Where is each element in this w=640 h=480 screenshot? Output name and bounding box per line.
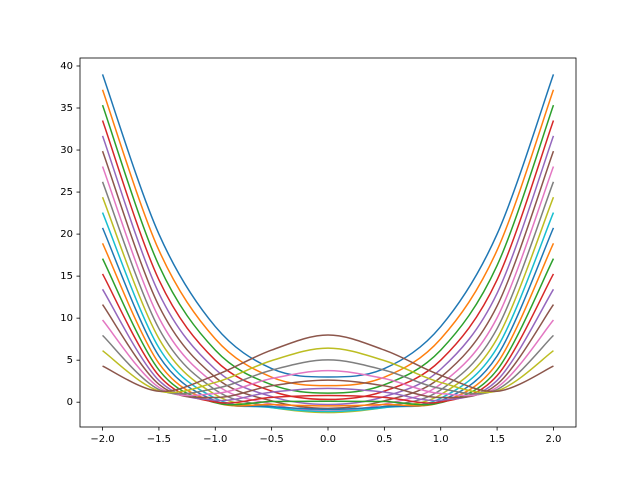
x-tick-label: 0.0 <box>320 434 336 445</box>
line <box>102 334 554 393</box>
y-tick-label: 10 <box>60 313 73 324</box>
line <box>101 288 555 402</box>
line <box>101 135 555 406</box>
line <box>101 196 555 414</box>
x-tick-label: −0.5 <box>259 434 283 445</box>
y-tick-label: 30 <box>60 145 73 156</box>
line <box>101 150 555 410</box>
line <box>102 347 554 394</box>
line <box>101 120 555 401</box>
line <box>101 212 555 413</box>
line <box>101 104 555 394</box>
x-tick-label: 2.0 <box>546 434 562 445</box>
y-tick-label: 0 <box>67 397 73 408</box>
x-tick-label: −1.0 <box>203 434 227 445</box>
x-tick-label: 1.0 <box>433 434 449 445</box>
line <box>101 227 555 411</box>
y-tick-label: 20 <box>60 229 73 240</box>
line <box>101 242 555 407</box>
line <box>101 304 555 399</box>
x-tick-label: −1.5 <box>147 434 171 445</box>
line <box>101 273 555 404</box>
line <box>101 258 555 406</box>
line <box>101 74 555 378</box>
y-tick-label: 35 <box>60 103 73 114</box>
line <box>101 89 555 387</box>
y-tick-label: 40 <box>60 61 73 72</box>
y-tick-label: 15 <box>60 271 73 282</box>
x-tick-label: 0.5 <box>376 434 392 445</box>
x-tick-label: 1.5 <box>489 434 505 445</box>
y-tick-label: 25 <box>60 187 73 198</box>
x-tick-label: −2.0 <box>90 434 114 445</box>
y-tick-label: 5 <box>67 355 73 366</box>
